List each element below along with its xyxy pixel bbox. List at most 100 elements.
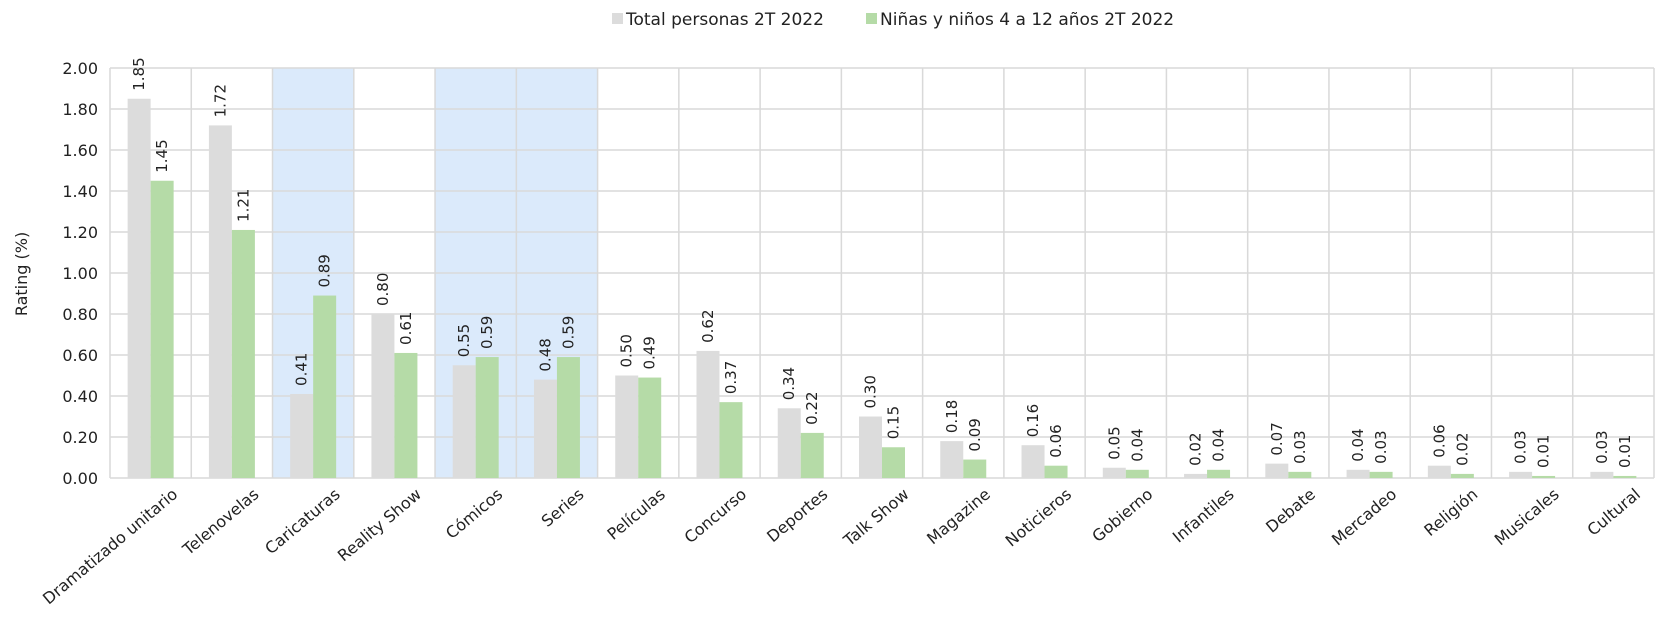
category-label: Musicales [1491, 485, 1563, 550]
category-label: Infantiles [1169, 485, 1238, 547]
data-label: 0.15 [885, 406, 903, 439]
category-label: Cómicos [442, 485, 506, 543]
grid-lines [109, 67, 1655, 479]
bar-ninas-ninos [1369, 471, 1393, 478]
category-label: Gobierno [1088, 485, 1156, 546]
bar-total-personas [940, 441, 964, 478]
bar-total-personas [371, 314, 395, 478]
data-label: 0.37 [722, 361, 740, 394]
bar-ninas-ninos [638, 377, 662, 478]
data-label: 1.72 [211, 84, 229, 117]
y-tick-label: 0.20 [62, 428, 98, 447]
data-label: 0.04 [1210, 428, 1228, 461]
data-label: 0.07 [1268, 422, 1286, 455]
bar-total-personas [208, 125, 232, 479]
data-label: 0.02 [1187, 432, 1205, 465]
bar-total-personas [1509, 471, 1533, 478]
data-label: 0.04 [1128, 428, 1146, 461]
category-label: Magazine [923, 485, 994, 549]
bar-ninas-ninos [150, 180, 174, 478]
bar-total-personas [1021, 445, 1045, 478]
category-label: Concurso [681, 485, 750, 548]
data-label: 1.45 [153, 139, 171, 172]
data-label: 0.55 [455, 324, 473, 357]
bar-total-personas [452, 365, 476, 478]
category-label: Noticieros [1002, 485, 1075, 551]
data-label: 0.22 [803, 391, 821, 424]
bar-total-personas [290, 393, 314, 478]
y-tick-label: 1.20 [62, 223, 98, 242]
category-label: Deportes [763, 485, 831, 547]
data-label: 0.03 [1372, 430, 1390, 463]
bar-total-personas [533, 379, 557, 478]
y-tick-label: 0.80 [62, 305, 98, 324]
data-label: 0.01 [1535, 435, 1553, 468]
y-axis-ticks: 0.00 0.20 0.40 0.60 0.80 1.00 1.20 1.40 1.60 1.80… [62, 59, 98, 488]
bar-ninas-ninos [1613, 475, 1637, 478]
category-label: Religión [1420, 485, 1481, 540]
x-axis-categories: Dramatizado unitarioTelenovelasCaricatur… [39, 485, 1644, 609]
bar-total-personas [696, 350, 720, 478]
bars [127, 98, 1637, 479]
data-label: 1.21 [234, 189, 252, 222]
y-axis-label: Rating (%) [12, 232, 31, 316]
bar-ninas-ninos [394, 352, 418, 478]
data-label: 0.61 [397, 312, 415, 345]
data-label: 0.16 [1024, 404, 1042, 437]
bar-total-personas [1102, 467, 1126, 478]
data-label: 0.06 [1047, 424, 1065, 457]
data-label: 0.03 [1593, 430, 1611, 463]
bar-ninas-ninos [1125, 469, 1149, 478]
bar-total-personas [615, 375, 639, 478]
data-label: 0.59 [478, 316, 496, 349]
data-label: 0.03 [1512, 430, 1530, 463]
category-label: Dramatizado unitario [39, 485, 181, 609]
data-label: 0.48 [536, 338, 554, 371]
bar-ninas-ninos [313, 295, 337, 478]
legend-label: Niñas y niños 4 a 12 años 2T 2022 [880, 10, 1174, 30]
bar-ninas-ninos [882, 447, 905, 478]
data-label: 0.59 [559, 316, 577, 349]
bar-ninas-ninos [1532, 475, 1556, 478]
data-label: 0.04 [1349, 428, 1367, 461]
bar-total-personas [1590, 471, 1614, 478]
category-label: Debate [1262, 485, 1319, 537]
bar-ninas-ninos [556, 357, 580, 478]
data-label: 0.41 [293, 353, 311, 386]
bar-total-personas [777, 408, 801, 478]
data-label: 1.85 [130, 57, 148, 90]
legend-swatch [866, 13, 877, 24]
bar-ninas-ninos [1450, 473, 1474, 478]
category-label: Talk Show [839, 485, 912, 551]
data-label: 0.80 [374, 273, 392, 306]
category-label: Caricaturas [261, 485, 343, 559]
data-label: 0.50 [618, 334, 636, 367]
bar-ninas-ninos [1207, 469, 1231, 478]
y-tick-label: 0.60 [62, 346, 98, 365]
data-label: 0.49 [641, 336, 659, 369]
bar-ninas-ninos [1044, 465, 1068, 478]
data-label: 0.18 [943, 400, 961, 433]
legend-label: Total personas 2T 2022 [625, 10, 824, 30]
bar-total-personas [1265, 463, 1289, 478]
bar-total-personas [127, 98, 151, 478]
data-label: 0.09 [966, 418, 984, 451]
data-label: 0.62 [699, 309, 717, 342]
data-labels: 1.85 1.72 0.41 0.80 0.55 0.48 0.50 0.62 0.34 0.30… [130, 57, 1634, 468]
data-label: 0.89 [316, 254, 334, 287]
bar-total-personas [859, 416, 882, 478]
bar-ninas-ninos [963, 459, 987, 478]
bar-ninas-ninos [719, 402, 743, 478]
data-label: 0.06 [1430, 424, 1448, 457]
category-label: Series [538, 485, 588, 531]
category-label: Cultural [1583, 485, 1643, 540]
category-label: Películas [603, 485, 668, 544]
data-label: 0.02 [1453, 432, 1471, 465]
category-label: Mercadeo [1328, 485, 1400, 550]
bar-ninas-ninos [1288, 471, 1312, 478]
bar-total-personas [1427, 465, 1451, 478]
y-tick-label: 1.60 [62, 141, 98, 160]
legend-swatch [612, 13, 623, 24]
data-label: 0.01 [1616, 435, 1634, 468]
